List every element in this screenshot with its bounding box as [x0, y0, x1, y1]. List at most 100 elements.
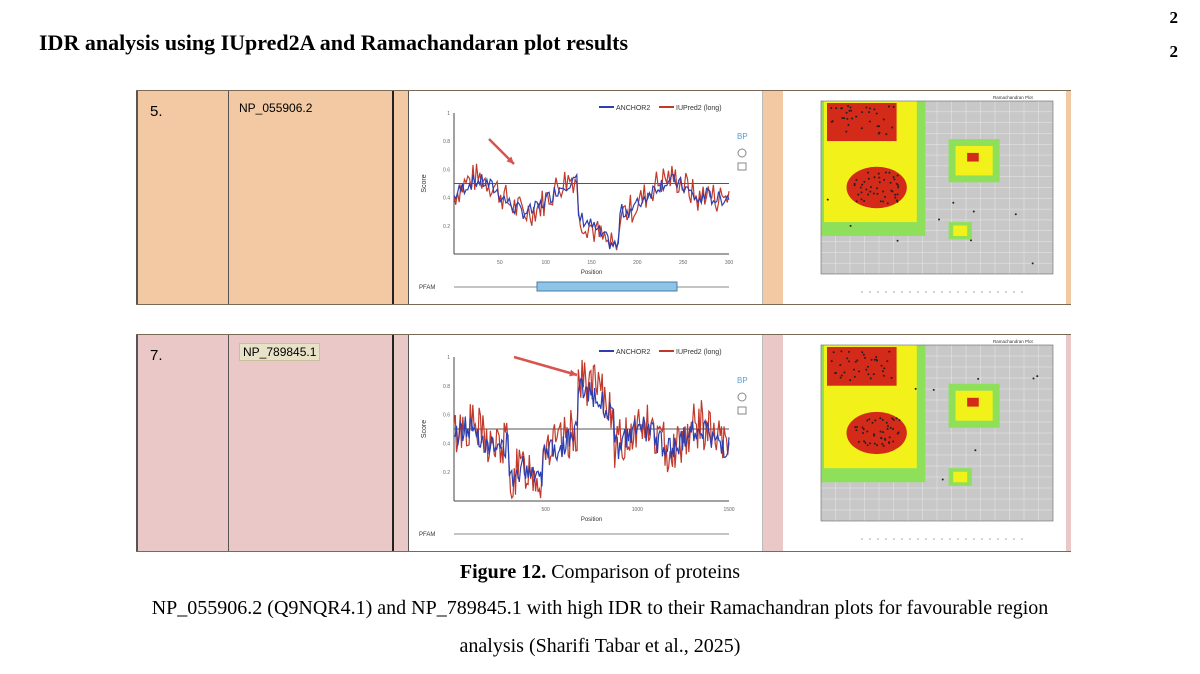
- y-tick-label: 1: [447, 111, 450, 117]
- rama-title: Ramachandran Plot: [993, 339, 1034, 344]
- residue-point: [890, 376, 893, 379]
- residue-point: [863, 440, 866, 443]
- residue-point: [879, 430, 882, 433]
- section-heading: IDR analysis using IUpred2A and Ramachan…: [39, 30, 629, 55]
- residue-point: [865, 368, 868, 371]
- residue-point: [855, 429, 858, 432]
- residue-point: [880, 437, 883, 440]
- anchor-series-line: [453, 377, 730, 487]
- residue-point: [846, 357, 849, 360]
- legend-anchor-label: ANCHOR2: [616, 105, 650, 112]
- residue-point: [876, 444, 879, 447]
- residue-point: [896, 239, 899, 242]
- residue-point: [885, 421, 888, 424]
- residue-point: [848, 350, 851, 353]
- rama-title: Ramachandran Plot: [993, 95, 1034, 100]
- residue-point: [875, 187, 878, 190]
- figure-row-7: 7. NP_789845.1 ANCHOR2 IUPred2 (long) 0.2 0…: [136, 334, 1071, 552]
- residue-point: [875, 112, 878, 115]
- residue-point: [872, 192, 875, 195]
- row-number: 5.: [136, 91, 229, 304]
- legend-iupred-label: IUPred2 (long): [676, 105, 722, 112]
- legend-iupred-label: IUPred2 (long): [676, 349, 722, 356]
- annotation-arrowhead: [506, 156, 514, 164]
- residue-point: [849, 106, 852, 109]
- residue-point: [883, 178, 886, 181]
- residue-point: [897, 184, 900, 187]
- residue-point: [970, 239, 973, 242]
- residue-point: [876, 125, 879, 128]
- residue-point: [856, 425, 859, 428]
- residue-point: [860, 191, 863, 194]
- residue-point: [845, 111, 848, 114]
- residue-point: [891, 417, 894, 420]
- ramachandran-plot: Ramachandran Plot: [820, 95, 1054, 293]
- y-axis-label: Score: [421, 420, 428, 438]
- figure-label: Figure 12.: [459, 561, 547, 583]
- residue-point: [878, 125, 881, 128]
- iupred-series-line: [453, 163, 730, 251]
- residue-point: [883, 437, 886, 440]
- row-5-table: 5. NP_055906.2 ANCHOR2 IUPred2 (long) 0.2 0…: [136, 90, 1071, 305]
- residue-point: [841, 116, 844, 119]
- row-spacer: [1066, 335, 1071, 551]
- residue-point: [882, 431, 885, 434]
- x-tick-label: 250: [679, 260, 688, 266]
- residue-point: [972, 210, 975, 213]
- residue-point: [846, 117, 849, 120]
- rama-frame: [820, 100, 1054, 275]
- y-tick-label: 0.2: [443, 470, 450, 476]
- residue-point: [884, 195, 887, 198]
- refresh-icon: [737, 148, 747, 158]
- figure-caption-line-3: analysis (Sharifi Tabar et al., 2025): [459, 635, 741, 657]
- ramachandran-plot: Ramachandran Plot: [820, 339, 1054, 540]
- residue-point: [1036, 375, 1039, 378]
- side-label: BP: [737, 376, 748, 385]
- residue-point: [1031, 262, 1034, 265]
- residue-point: [896, 193, 899, 196]
- residue-point: [892, 418, 895, 421]
- residue-point: [886, 202, 889, 205]
- residue-point: [892, 427, 895, 430]
- residue-point: [849, 379, 852, 382]
- export-icon: [737, 162, 747, 171]
- residue-point: [887, 105, 890, 108]
- residue-point: [841, 107, 844, 110]
- row-spacer: [394, 91, 409, 304]
- caption-text: Comparison of proteins: [551, 561, 741, 583]
- residue-point: [875, 356, 878, 359]
- residue-point: [891, 126, 894, 129]
- residue-point: [890, 189, 893, 192]
- y-tick-label: 0.6: [443, 413, 450, 419]
- residue-point: [859, 186, 862, 189]
- residue-point: [873, 176, 876, 179]
- residue-point: [875, 359, 878, 362]
- residue-point: [873, 358, 876, 361]
- row-spacer: [763, 91, 783, 304]
- residue-point: [868, 418, 871, 421]
- row-7-table: 7. NP_789845.1 ANCHOR2 IUPred2 (long) 0.2 0…: [136, 334, 1071, 552]
- residue-point: [853, 182, 856, 185]
- residue-point: [866, 444, 869, 447]
- residue-point: [941, 478, 944, 481]
- rama-allowed-region-small: [953, 225, 968, 236]
- residue-point: [849, 224, 852, 227]
- residue-point: [886, 427, 889, 430]
- ramachandran-plot-cell: Ramachandran Plot: [783, 335, 1066, 551]
- residue-point: [871, 421, 874, 424]
- page-number-bottom: 2: [1169, 42, 1179, 61]
- row-spacer: [763, 335, 783, 551]
- residue-point: [870, 358, 873, 361]
- residue-point: [865, 106, 868, 109]
- y-tick-label: 1: [447, 355, 450, 361]
- residue-point: [872, 373, 875, 376]
- residue-point: [889, 426, 892, 429]
- residue-point: [835, 107, 838, 110]
- residue-point: [895, 182, 898, 185]
- protein-id: NP_789845.1: [229, 335, 394, 551]
- residue-point: [830, 360, 833, 363]
- residue-point: [835, 371, 838, 374]
- residue-point: [864, 356, 867, 359]
- residue-point: [889, 181, 892, 184]
- residue-point: [839, 376, 842, 379]
